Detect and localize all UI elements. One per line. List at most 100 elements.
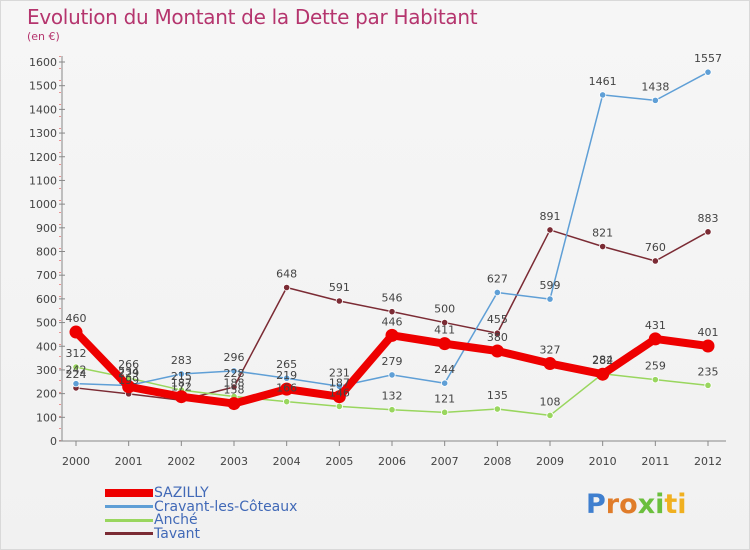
data-label: 135 — [487, 389, 508, 402]
data-point — [599, 91, 607, 99]
data-point — [388, 371, 396, 379]
data-point — [704, 68, 712, 76]
data-label: 591 — [329, 281, 350, 294]
proxiti-logo: Proxiti — [586, 489, 687, 520]
data-point — [283, 283, 291, 292]
data-label: 296 — [224, 351, 245, 364]
x-tick-label: 2011 — [641, 455, 669, 468]
data-label: 187 — [171, 377, 192, 390]
data-label: 228 — [224, 367, 245, 380]
data-point — [546, 295, 554, 303]
x-tick-label: 2006 — [378, 455, 406, 468]
y-tick-label: 400 — [36, 340, 57, 353]
data-label: 108 — [540, 395, 561, 408]
data-point — [177, 370, 185, 378]
data-label: 883 — [698, 212, 719, 225]
data-label: 188 — [224, 376, 245, 389]
data-label: 231 — [329, 366, 350, 379]
data-point — [385, 328, 399, 342]
y-tick-label: 700 — [36, 269, 57, 282]
data-label: 235 — [698, 365, 719, 378]
data-point — [651, 376, 659, 384]
data-label: 460 — [66, 312, 87, 325]
data-label: 224 — [66, 368, 87, 381]
x-tick-label: 2002 — [167, 455, 195, 468]
legend-label: SAZILLY — [154, 485, 209, 501]
legend-swatch — [105, 518, 153, 522]
data-label: 166 — [276, 382, 297, 395]
data-point — [493, 405, 501, 413]
data-label: 284 — [592, 354, 613, 367]
y-tick-label: 500 — [36, 317, 57, 330]
logo-letter: i — [655, 489, 665, 520]
data-point — [335, 297, 343, 305]
data-point — [599, 242, 607, 251]
data-point — [704, 381, 712, 389]
chart-subtitle: (en €) — [27, 30, 60, 43]
data-point — [441, 379, 449, 387]
x-tick-label: 2012 — [694, 455, 722, 468]
data-point — [441, 318, 449, 327]
data-point — [546, 411, 554, 420]
data-point — [651, 96, 659, 104]
y-tick-label: 1300 — [29, 127, 57, 140]
data-label: 760 — [645, 241, 666, 254]
data-label: 244 — [434, 363, 455, 376]
y-tick-label: 300 — [36, 364, 57, 377]
data-point — [546, 226, 554, 234]
x-tick-label: 2004 — [273, 455, 301, 468]
data-label: 187 — [329, 377, 350, 390]
data-label: 431 — [645, 319, 666, 332]
y-tick-label: 1600 — [29, 56, 57, 69]
data-point — [174, 390, 188, 404]
legend-label: Anché — [154, 512, 198, 528]
data-label: 455 — [487, 313, 508, 326]
data-point — [122, 380, 136, 394]
data-point — [543, 357, 557, 371]
data-point — [388, 308, 396, 316]
data-label: 282 — [592, 354, 613, 367]
data-label: 821 — [592, 227, 613, 240]
data-point — [72, 363, 80, 371]
x-tick-label: 2010 — [589, 455, 617, 468]
data-label: 259 — [645, 360, 666, 373]
data-point — [704, 228, 712, 236]
y-tick-label: 100 — [36, 411, 57, 424]
data-label: 172 — [171, 380, 192, 393]
logo-letter: i — [677, 489, 687, 520]
data-label: 312 — [66, 347, 87, 360]
logo-letter: P — [586, 489, 606, 520]
y-tick-label: 200 — [36, 388, 57, 401]
logo-letter: t — [664, 489, 678, 520]
data-label: 411 — [434, 324, 455, 337]
data-point — [441, 408, 449, 416]
data-point — [69, 325, 83, 339]
x-tick-label: 2009 — [536, 455, 564, 468]
y-tick-label: 1500 — [29, 80, 57, 93]
y-tick-label: 600 — [36, 293, 57, 306]
data-label: 242 — [66, 364, 87, 377]
data-label: 891 — [540, 210, 561, 223]
data-label: 1461 — [589, 75, 617, 88]
data-label: 500 — [434, 303, 455, 316]
x-tick-label: 2008 — [483, 455, 511, 468]
data-label: 219 — [276, 369, 297, 382]
data-label: 627 — [487, 272, 508, 285]
data-label: 215 — [171, 370, 192, 383]
data-point — [280, 382, 294, 396]
logo-letter: x — [637, 489, 656, 520]
logo-letter: o — [619, 489, 638, 520]
data-label: 234 — [118, 366, 139, 379]
data-point — [72, 380, 80, 388]
data-label: 380 — [487, 331, 508, 344]
y-tick-label: 1400 — [29, 103, 57, 116]
x-tick-label: 2000 — [62, 455, 90, 468]
data-label: 199 — [118, 374, 139, 387]
data-point — [651, 257, 659, 265]
data-label: 229 — [118, 367, 139, 380]
data-point — [332, 390, 346, 404]
data-point — [438, 337, 452, 351]
data-label: 546 — [382, 292, 403, 305]
